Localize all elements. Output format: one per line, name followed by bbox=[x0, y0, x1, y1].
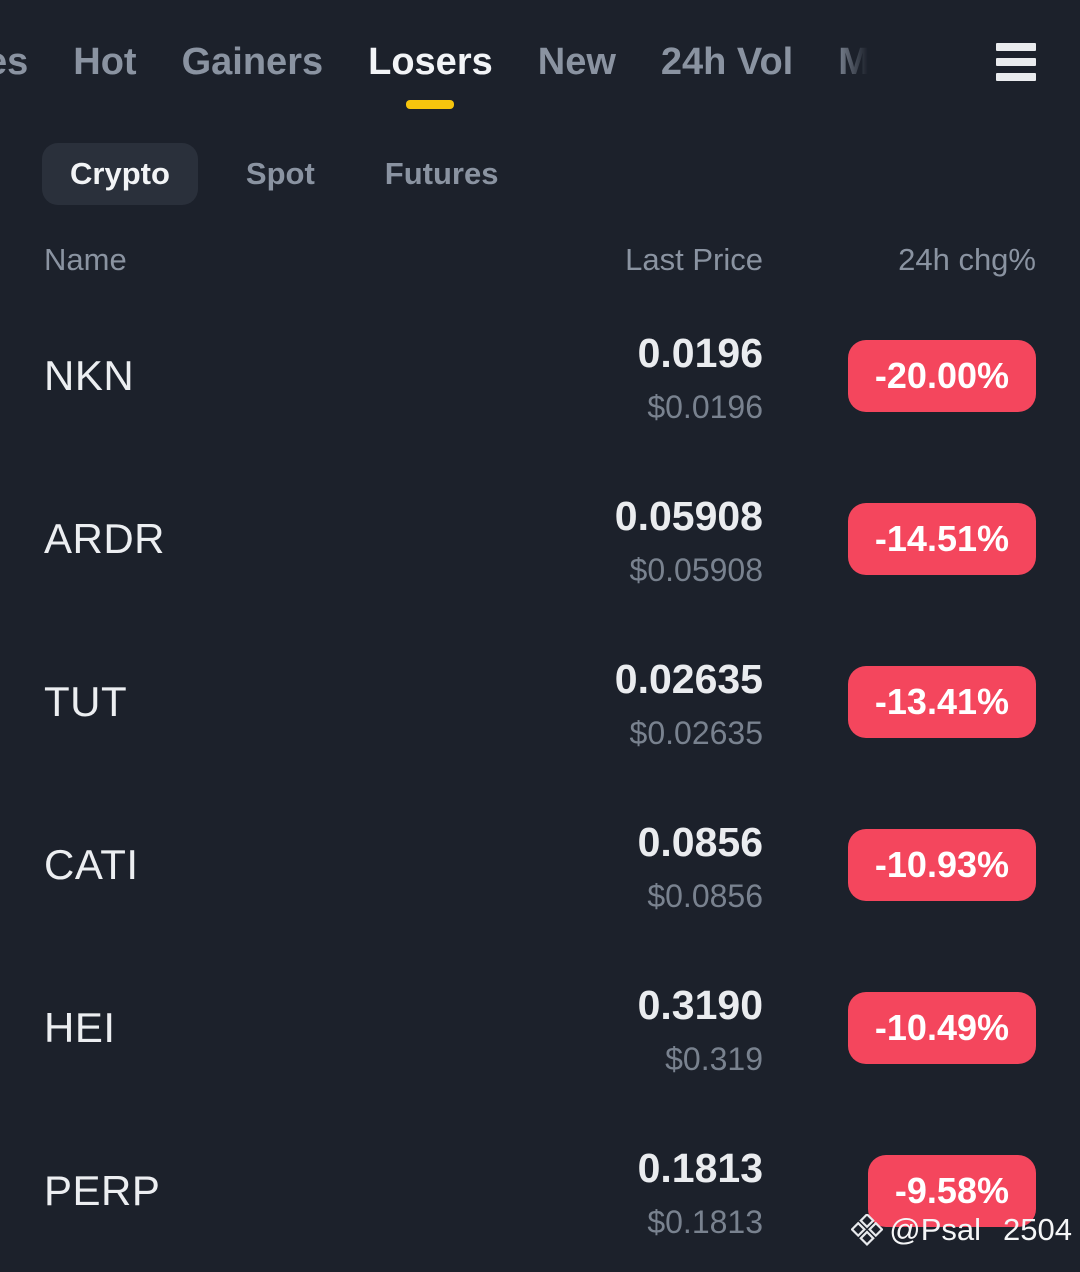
table-row[interactable]: ARDR 0.05908 $0.05908 -14.51% bbox=[0, 457, 1080, 620]
last-price: 0.0856 bbox=[637, 818, 763, 865]
usd-price: $0.0196 bbox=[647, 388, 763, 425]
change-badge[interactable]: -9.58% bbox=[867, 1154, 1036, 1227]
tab-losers-label: Losers bbox=[368, 41, 493, 83]
last-price: 0.02635 bbox=[614, 655, 763, 702]
menu-hamburger-icon[interactable] bbox=[996, 43, 1036, 81]
table-row[interactable]: TUT 0.02635 $0.02635 -13.41% bbox=[0, 620, 1080, 783]
change-badge[interactable]: -10.49% bbox=[847, 991, 1036, 1064]
tab-gainers[interactable]: Gainers bbox=[181, 41, 324, 83]
table-header: Name Last Price 24h chg% bbox=[0, 238, 1080, 282]
tab-hot[interactable]: Hot bbox=[73, 41, 137, 83]
market-tab-bar: es Hot Gainers Losers New 24h Vol M bbox=[0, 0, 1080, 130]
header-last-price: Last Price bbox=[625, 242, 763, 277]
header-name: Name bbox=[44, 242, 127, 277]
change-badge[interactable]: -20.00% bbox=[847, 339, 1036, 412]
usd-price: $0.319 bbox=[665, 1040, 763, 1077]
active-tab-underline bbox=[406, 100, 455, 109]
tab-new[interactable]: New bbox=[537, 41, 616, 83]
coin-symbol: NKN bbox=[44, 351, 135, 399]
change-badge[interactable]: -13.41% bbox=[847, 665, 1036, 738]
binance-logo-icon bbox=[851, 1214, 884, 1246]
coin-symbol: TUT bbox=[44, 677, 128, 725]
change-badge[interactable]: -14.51% bbox=[847, 502, 1036, 575]
watermark-handle: @Psal bbox=[889, 1212, 982, 1247]
coin-symbol: ARDR bbox=[44, 514, 166, 562]
usd-price: $0.05908 bbox=[629, 551, 763, 588]
filter-bar: Crypto Spot Futures bbox=[0, 142, 1080, 206]
last-price: 0.05908 bbox=[614, 492, 763, 539]
tab-losers[interactable]: Losers bbox=[368, 36, 493, 109]
market-tabs: es Hot Gainers Losers New 24h Vol M bbox=[0, 36, 869, 109]
table-row[interactable]: NKN 0.0196 $0.0196 -20.00% bbox=[0, 294, 1080, 457]
tab-24h-vol[interactable]: 24h Vol bbox=[660, 41, 794, 83]
tab-marketcap-partial[interactable]: M bbox=[838, 41, 869, 83]
filter-spot[interactable]: Spot bbox=[245, 156, 315, 191]
watermark-number: 2504 bbox=[1003, 1212, 1072, 1247]
filter-futures[interactable]: Futures bbox=[384, 156, 499, 191]
header-24h-change: 24h chg% bbox=[898, 242, 1036, 277]
last-price: 0.1813 bbox=[637, 1144, 763, 1191]
usd-price: $0.02635 bbox=[629, 714, 763, 751]
table-row[interactable]: PERP 0.1813 $0.1813 -9.58% bbox=[0, 1109, 1080, 1272]
last-price: 0.3190 bbox=[637, 981, 763, 1028]
coin-symbol: HEI bbox=[44, 1003, 116, 1051]
coin-list: NKN 0.0196 $0.0196 -20.00% ARDR 0.05908 … bbox=[0, 294, 1080, 1272]
filter-crypto[interactable]: Crypto bbox=[42, 143, 198, 205]
last-price: 0.0196 bbox=[637, 329, 763, 376]
table-row[interactable]: HEI 0.3190 $0.319 -10.49% bbox=[0, 946, 1080, 1109]
usd-price: $0.1813 bbox=[647, 1203, 763, 1240]
tab-favorites-partial[interactable]: es bbox=[0, 41, 29, 83]
table-row[interactable]: CATI 0.0856 $0.0856 -10.93% bbox=[0, 783, 1080, 946]
change-badge[interactable]: -10.93% bbox=[847, 828, 1036, 901]
coin-symbol: CATI bbox=[44, 840, 139, 888]
coin-symbol: PERP bbox=[44, 1166, 161, 1214]
watermark: @Psal 2504 bbox=[851, 1212, 1072, 1248]
usd-price: $0.0856 bbox=[647, 877, 763, 914]
